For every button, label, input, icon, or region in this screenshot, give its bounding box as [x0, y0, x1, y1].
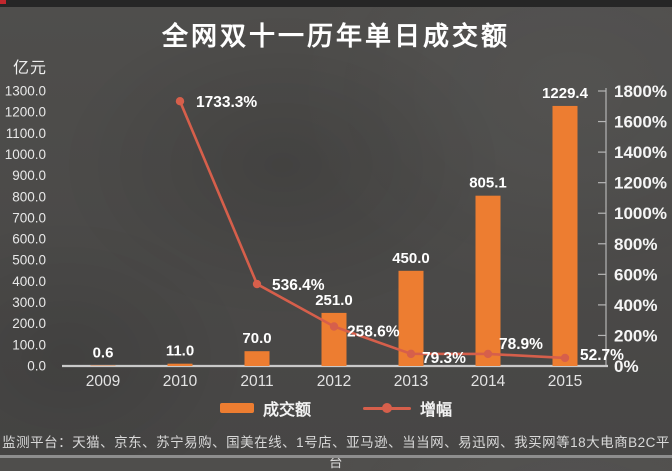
left-axis-tick-label: 400.0	[12, 274, 46, 289]
line-point-2015	[561, 354, 569, 362]
bar-value-label: 450.0	[392, 250, 430, 267]
right-axis-tick-label: 800%	[614, 235, 657, 254]
combo-chart-plot: 1300.0 1200.0 1100.0 1000.0 900.0 800.0 700.0 6…	[0, 0, 672, 458]
x-axis-category-label: 2013	[394, 373, 428, 390]
left-axis-tick-label: 1300.0	[5, 84, 46, 99]
x-axis-category-label: 2009	[86, 373, 120, 390]
right-axis-tick-label: 1400%	[614, 143, 667, 162]
right-axis-tick-label: 400%	[614, 296, 657, 315]
bar-value-label: 805.1	[469, 175, 507, 192]
left-axis-tick-label: 500.0	[12, 253, 46, 268]
line-value-label: 536.4%	[272, 277, 325, 294]
left-axis-tick-label: 0.0	[27, 359, 46, 374]
left-axis-tick-label: 100.0	[12, 337, 46, 352]
right-axis-tick-label: 1200%	[614, 174, 667, 193]
line-point-2014	[484, 350, 492, 358]
line-point-2011	[253, 280, 261, 288]
line-point-2010	[176, 97, 184, 105]
growth-line	[180, 101, 565, 358]
legend-item-bar-series: 成交额	[220, 396, 311, 420]
x-axis-category-label: 2015	[548, 373, 582, 390]
right-axis-tick-label: 200%	[614, 326, 657, 345]
line-value-label: 78.9%	[499, 336, 543, 353]
legend-item-line-series: 增幅	[363, 396, 452, 420]
x-axis-category-label: 2014	[471, 373, 506, 390]
line-value-label: 258.6%	[347, 323, 400, 340]
legend-label-line: 增幅	[420, 396, 452, 420]
bar-value-label: 0.6	[93, 345, 114, 362]
line-value-label: 1733.3%	[196, 94, 257, 111]
bar-value-label: 1229.4	[542, 85, 589, 102]
chart-legend: 成交额 增幅	[0, 398, 672, 418]
x-axis-category-label: 2011	[240, 373, 273, 390]
right-axis-tick-label: 600%	[614, 265, 657, 284]
footer-monitoring-platforms: 监测平台：天猫、京东、苏宁易购、国美在线、1号店、亚马逊、当当网、易迅网、我买网…	[0, 431, 672, 471]
bar-value-label: 11.0	[166, 343, 194, 360]
left-axis-tick-label: 300.0	[12, 295, 46, 310]
bar-value-label: 251.0	[315, 292, 353, 309]
left-axis-tick-label: 700.0	[12, 210, 46, 225]
line-point-2012	[330, 322, 338, 330]
bar-2015	[553, 106, 578, 366]
left-axis-tick-label: 600.0	[12, 232, 46, 247]
bar-2011	[245, 351, 270, 366]
right-axis-tick-label: 1800%	[614, 82, 667, 101]
line-value-label: 52.7%	[580, 347, 624, 364]
line-point-2013	[407, 350, 415, 358]
left-axis-tick-label: 1200.0	[5, 105, 46, 120]
left-axis-tick-label: 1000.0	[5, 147, 46, 162]
left-axis-tick-label: 200.0	[12, 316, 46, 331]
bar-series-swatch-icon	[220, 403, 254, 413]
line-value-label: 79.3%	[422, 350, 466, 367]
left-axis-tick-label: 800.0	[12, 189, 46, 204]
x-axis-category-label: 2012	[317, 373, 351, 390]
x-axis-category-label: 2010	[163, 373, 198, 390]
legend-label-bar: 成交额	[263, 396, 311, 420]
left-axis-tick-label: 1100.0	[6, 126, 46, 141]
bar-value-label: 70.0	[242, 330, 271, 347]
bar-2010	[168, 364, 193, 366]
right-axis-tick-label: 1600%	[614, 113, 667, 132]
bar-2014	[476, 196, 501, 366]
left-axis-tick-label: 900.0	[12, 168, 46, 183]
line-series-swatch-icon	[363, 403, 411, 413]
right-axis-tick-label: 1000%	[614, 204, 667, 223]
